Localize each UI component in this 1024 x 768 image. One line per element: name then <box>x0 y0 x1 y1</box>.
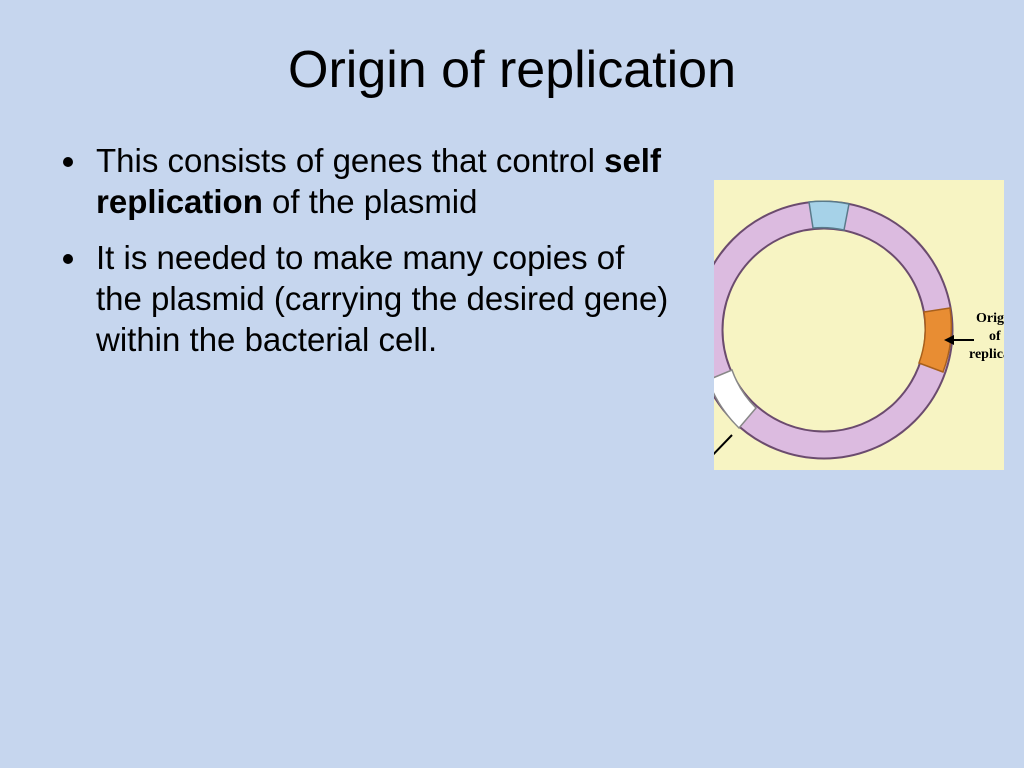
slide-title: Origin of replication <box>0 0 1024 100</box>
label-line-2: of <box>989 329 1001 344</box>
segment-blue <box>809 201 849 230</box>
bullet-2: It is needed to make many copies of the … <box>90 237 674 361</box>
bullet-1-text-after: of the plasmid <box>263 183 478 220</box>
label-line-1: Origin <box>976 311 1004 326</box>
label-line-3: replication <box>969 347 1004 362</box>
bullet-1: This consists of genes that control self… <box>90 140 674 223</box>
plasmid-svg: Origin of replication <box>714 180 1004 470</box>
bullet-list: This consists of genes that control self… <box>60 140 674 475</box>
plasmid-diagram: Origin of replication <box>714 180 1004 475</box>
bullet-1-text-before: This consists of genes that control <box>96 142 604 179</box>
content-row: This consists of genes that control self… <box>0 100 1024 475</box>
